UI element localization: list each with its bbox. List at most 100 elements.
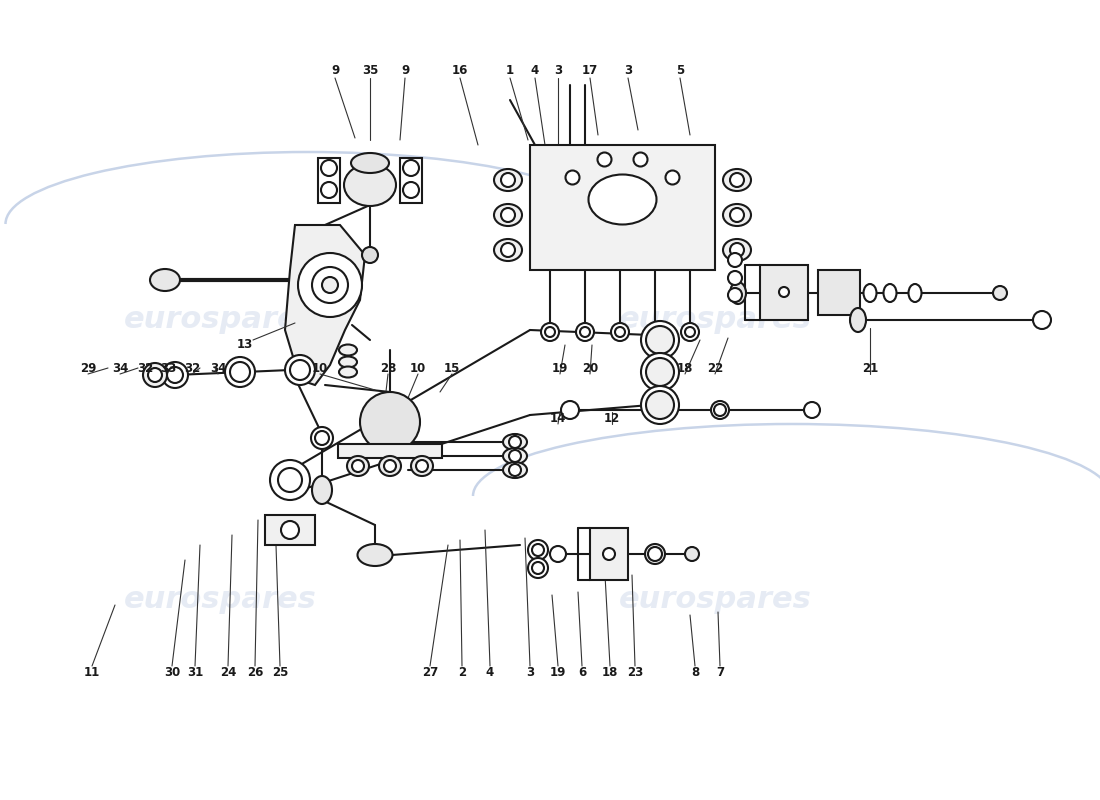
Text: eurospares: eurospares bbox=[123, 306, 317, 334]
Circle shape bbox=[360, 392, 420, 452]
Ellipse shape bbox=[550, 546, 566, 562]
Ellipse shape bbox=[728, 288, 743, 302]
Circle shape bbox=[403, 182, 419, 198]
Ellipse shape bbox=[646, 323, 664, 341]
Ellipse shape bbox=[646, 391, 674, 419]
Circle shape bbox=[532, 562, 544, 574]
Circle shape bbox=[779, 287, 789, 297]
Circle shape bbox=[509, 450, 521, 462]
Circle shape bbox=[804, 402, 820, 418]
Ellipse shape bbox=[883, 284, 896, 302]
Text: 16: 16 bbox=[452, 63, 469, 77]
Circle shape bbox=[362, 247, 378, 263]
Ellipse shape bbox=[528, 540, 548, 560]
Text: 33: 33 bbox=[160, 362, 176, 374]
Circle shape bbox=[685, 327, 695, 337]
Ellipse shape bbox=[494, 169, 522, 191]
Circle shape bbox=[403, 160, 419, 176]
Text: 4: 4 bbox=[531, 63, 539, 77]
Ellipse shape bbox=[285, 355, 315, 385]
Text: 8: 8 bbox=[691, 666, 700, 678]
Bar bbox=[760, 265, 808, 320]
Text: 18: 18 bbox=[676, 362, 693, 374]
Circle shape bbox=[648, 360, 672, 384]
Circle shape bbox=[666, 170, 680, 185]
Bar bbox=[818, 270, 860, 315]
Circle shape bbox=[993, 286, 1007, 300]
Text: 12: 12 bbox=[604, 411, 620, 425]
Text: 6: 6 bbox=[578, 666, 586, 678]
Ellipse shape bbox=[503, 462, 527, 478]
Text: 22: 22 bbox=[707, 362, 723, 374]
Text: 17: 17 bbox=[582, 63, 598, 77]
Ellipse shape bbox=[270, 460, 310, 500]
Circle shape bbox=[500, 243, 515, 257]
Circle shape bbox=[167, 367, 183, 383]
Circle shape bbox=[544, 327, 556, 337]
Circle shape bbox=[321, 160, 337, 176]
Bar bbox=[590, 528, 628, 580]
Ellipse shape bbox=[588, 174, 657, 225]
Text: 23: 23 bbox=[627, 666, 644, 678]
Circle shape bbox=[650, 327, 660, 337]
Circle shape bbox=[298, 253, 362, 317]
Text: 13: 13 bbox=[236, 338, 253, 351]
Ellipse shape bbox=[494, 239, 522, 261]
Ellipse shape bbox=[379, 456, 401, 476]
Text: 19: 19 bbox=[552, 362, 569, 374]
Ellipse shape bbox=[641, 353, 679, 391]
Ellipse shape bbox=[541, 323, 559, 341]
Text: 34: 34 bbox=[210, 362, 227, 374]
Text: 31: 31 bbox=[187, 666, 204, 678]
Text: 3: 3 bbox=[624, 63, 632, 77]
Ellipse shape bbox=[850, 308, 866, 332]
Ellipse shape bbox=[723, 204, 751, 226]
Text: 11: 11 bbox=[84, 666, 100, 678]
Ellipse shape bbox=[723, 169, 751, 191]
Text: 28: 28 bbox=[379, 362, 396, 374]
Circle shape bbox=[230, 362, 250, 382]
Ellipse shape bbox=[909, 284, 922, 302]
Ellipse shape bbox=[162, 362, 188, 388]
Ellipse shape bbox=[226, 357, 255, 387]
Ellipse shape bbox=[723, 239, 751, 261]
Text: 3: 3 bbox=[554, 63, 562, 77]
Circle shape bbox=[384, 460, 396, 472]
Text: 14: 14 bbox=[550, 411, 566, 425]
Text: eurospares: eurospares bbox=[618, 306, 812, 334]
Bar bbox=[530, 145, 715, 270]
Text: 32: 32 bbox=[136, 362, 153, 374]
Text: eurospares: eurospares bbox=[618, 586, 812, 614]
Text: 35: 35 bbox=[362, 63, 378, 77]
Ellipse shape bbox=[150, 269, 180, 291]
Ellipse shape bbox=[728, 253, 743, 267]
Ellipse shape bbox=[503, 434, 527, 450]
Circle shape bbox=[730, 208, 744, 222]
Text: 2: 2 bbox=[458, 666, 466, 678]
Ellipse shape bbox=[641, 321, 679, 359]
Circle shape bbox=[648, 547, 662, 561]
Text: 34: 34 bbox=[112, 362, 129, 374]
Circle shape bbox=[509, 464, 521, 476]
Text: 9: 9 bbox=[331, 63, 339, 77]
Circle shape bbox=[634, 153, 648, 166]
Circle shape bbox=[561, 401, 579, 419]
Text: 9: 9 bbox=[400, 63, 409, 77]
Ellipse shape bbox=[528, 558, 548, 578]
Text: 19: 19 bbox=[550, 666, 566, 678]
Circle shape bbox=[509, 436, 521, 448]
Text: 10: 10 bbox=[312, 362, 328, 374]
Circle shape bbox=[148, 368, 162, 382]
Ellipse shape bbox=[339, 345, 358, 355]
Circle shape bbox=[315, 431, 329, 445]
Bar bbox=[265, 515, 315, 545]
Text: 10: 10 bbox=[410, 362, 426, 374]
Ellipse shape bbox=[730, 282, 746, 304]
Circle shape bbox=[532, 544, 544, 556]
Text: 29: 29 bbox=[80, 362, 96, 374]
Text: 21: 21 bbox=[862, 362, 878, 374]
Ellipse shape bbox=[645, 544, 665, 564]
Ellipse shape bbox=[646, 326, 674, 354]
Circle shape bbox=[280, 521, 299, 539]
Text: eurospares: eurospares bbox=[123, 586, 317, 614]
